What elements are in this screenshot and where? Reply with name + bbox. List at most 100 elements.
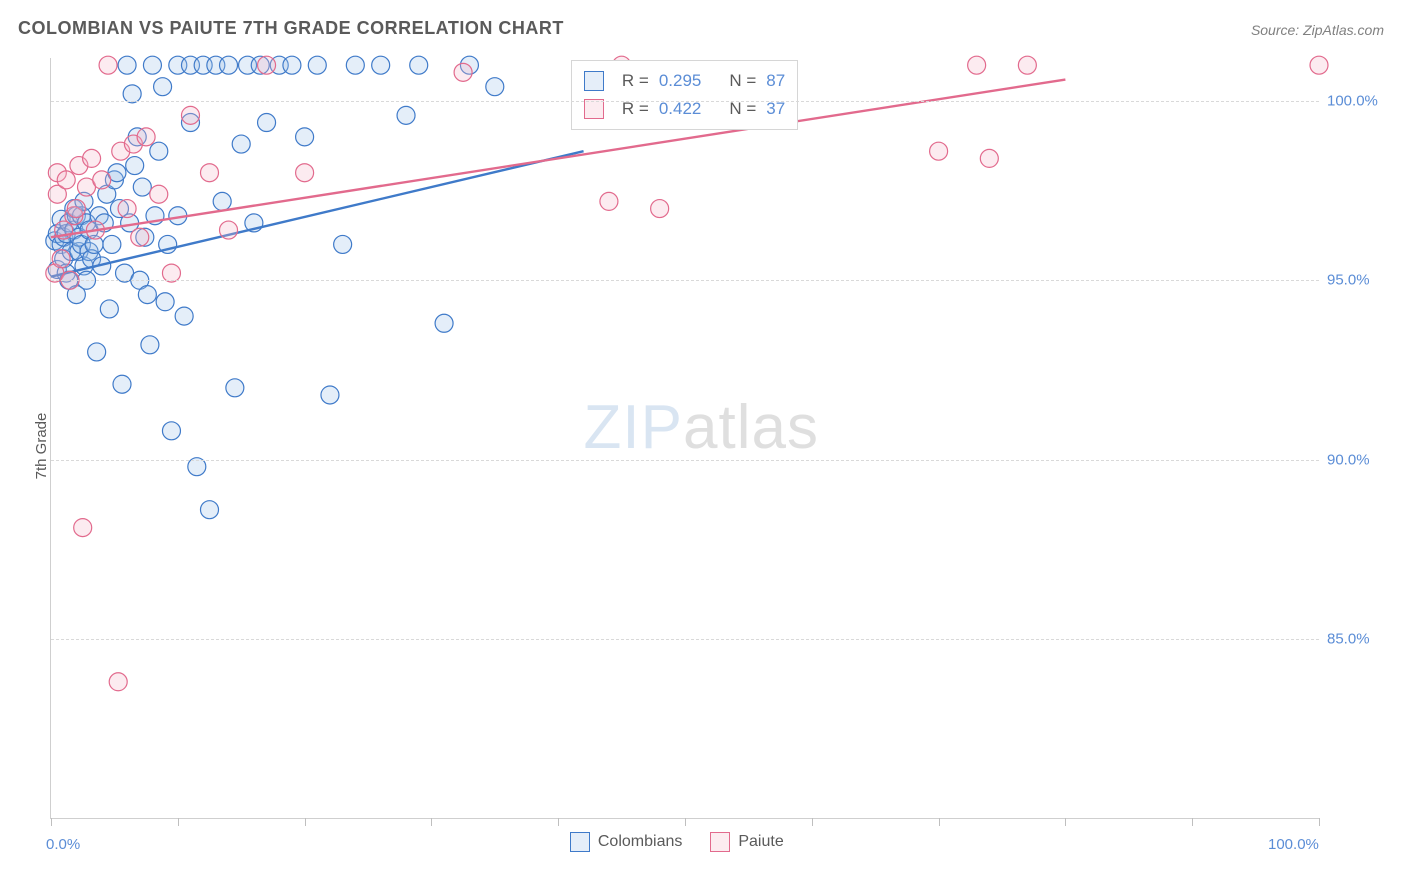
scatter-point-colombians [175,307,193,325]
scatter-point-paiute [968,56,986,74]
stats-N-label: N = [729,67,756,95]
stats-N-value: 37 [766,95,785,123]
x-tick [1192,818,1193,826]
scatter-point-paiute [1018,56,1036,74]
scatter-point-colombians [88,343,106,361]
scatter-point-paiute [109,673,127,691]
scatter-point-colombians [138,286,156,304]
gridline-h [51,639,1319,640]
source-label: Source: ZipAtlas.com [1251,22,1384,38]
scatter-point-colombians [213,192,231,210]
scatter-point-colombians [143,56,161,74]
scatter-point-paiute [980,149,998,167]
scatter-point-colombians [486,78,504,96]
stats-legend-box: R = 0.295 N = 87 R = 0.422 N = 37 [571,60,798,130]
scatter-point-paiute [296,164,314,182]
scatter-point-colombians [156,293,174,311]
stats-R-label: R = [622,67,649,95]
scatter-point-paiute [74,519,92,537]
x-tick [939,818,940,826]
y-tick-label: 100.0% [1327,93,1391,110]
chart-container: COLOMBIAN VS PAIUTE 7TH GRADE CORRELATIO… [0,0,1406,892]
plot-area: ZIPatlas R =0.295N =87R =0.422N =37 85.0… [50,58,1319,819]
trend-line-paiute [51,80,1065,238]
scatter-point-colombians [220,56,238,74]
scatter-point-colombians [133,178,151,196]
scatter-point-colombians [126,157,144,175]
scatter-point-paiute [201,164,219,182]
scatter-point-paiute [131,228,149,246]
scatter-point-paiute [1310,56,1328,74]
x-axis-min-label: 0.0% [46,836,80,853]
scatter-point-paiute [137,128,155,146]
x-tick [812,818,813,826]
scatter-point-paiute [454,63,472,81]
x-tick [1065,818,1066,826]
scatter-point-paiute [220,221,238,239]
scatter-point-colombians [100,300,118,318]
scatter-point-colombians [397,106,415,124]
series-legend: Colombians Paiute [570,832,784,852]
y-tick-label: 85.0% [1327,630,1391,647]
stats-N-label: N = [729,95,756,123]
legend-swatch [710,832,730,852]
scatter-point-colombians [308,56,326,74]
scatter-point-paiute [67,200,85,218]
x-tick [51,818,52,826]
scatter-point-paiute [93,171,111,189]
scatter-point-colombians [334,235,352,253]
stats-N-value: 87 [766,67,785,95]
legend-swatch [570,832,590,852]
stats-R-label: R = [622,95,649,123]
plot-svg [51,58,1319,818]
scatter-point-colombians [346,56,364,74]
scatter-point-paiute [83,149,101,167]
scatter-point-paiute [651,200,669,218]
scatter-point-colombians [118,56,136,74]
scatter-point-colombians [232,135,250,153]
gridline-h [51,460,1319,461]
scatter-point-colombians [201,501,219,519]
x-tick [305,818,306,826]
scatter-point-colombians [113,375,131,393]
scatter-point-colombians [321,386,339,404]
stats-R-value: 0.295 [659,67,702,95]
scatter-point-paiute [57,171,75,189]
x-tick [558,818,559,826]
scatter-point-colombians [372,56,390,74]
legend-label: Paiute [738,833,783,850]
y-tick-label: 90.0% [1327,451,1391,468]
scatter-point-colombians [162,422,180,440]
scatter-point-paiute [52,250,70,268]
gridline-h [51,280,1319,281]
scatter-point-colombians [410,56,428,74]
scatter-point-paiute [930,142,948,160]
stats-row: R = 0.295 N = 87 [584,67,785,95]
scatter-point-paiute [99,56,117,74]
gridline-h [51,101,1319,102]
stats-R-value: 0.422 [659,95,702,123]
legend-swatch [584,71,604,91]
legend-label: Colombians [598,833,682,850]
scatter-point-paiute [258,56,276,74]
legend-item: Colombians [570,832,682,852]
x-tick [685,818,686,826]
x-axis-max-label: 100.0% [1268,836,1319,853]
scatter-point-colombians [150,142,168,160]
chart-title: COLOMBIAN VS PAIUTE 7TH GRADE CORRELATIO… [18,18,564,39]
y-tick-label: 95.0% [1327,272,1391,289]
scatter-point-colombians [103,235,121,253]
scatter-point-paiute [150,185,168,203]
x-tick [431,818,432,826]
scatter-point-colombians [141,336,159,354]
scatter-point-paiute [181,106,199,124]
scatter-point-paiute [118,200,136,218]
scatter-point-colombians [154,78,172,96]
scatter-point-colombians [296,128,314,146]
scatter-point-colombians [283,56,301,74]
stats-row: R = 0.422 N = 37 [584,95,785,123]
scatter-point-colombians [226,379,244,397]
x-tick [1319,818,1320,826]
y-axis-label: 7th Grade [33,413,50,480]
scatter-point-colombians [435,314,453,332]
